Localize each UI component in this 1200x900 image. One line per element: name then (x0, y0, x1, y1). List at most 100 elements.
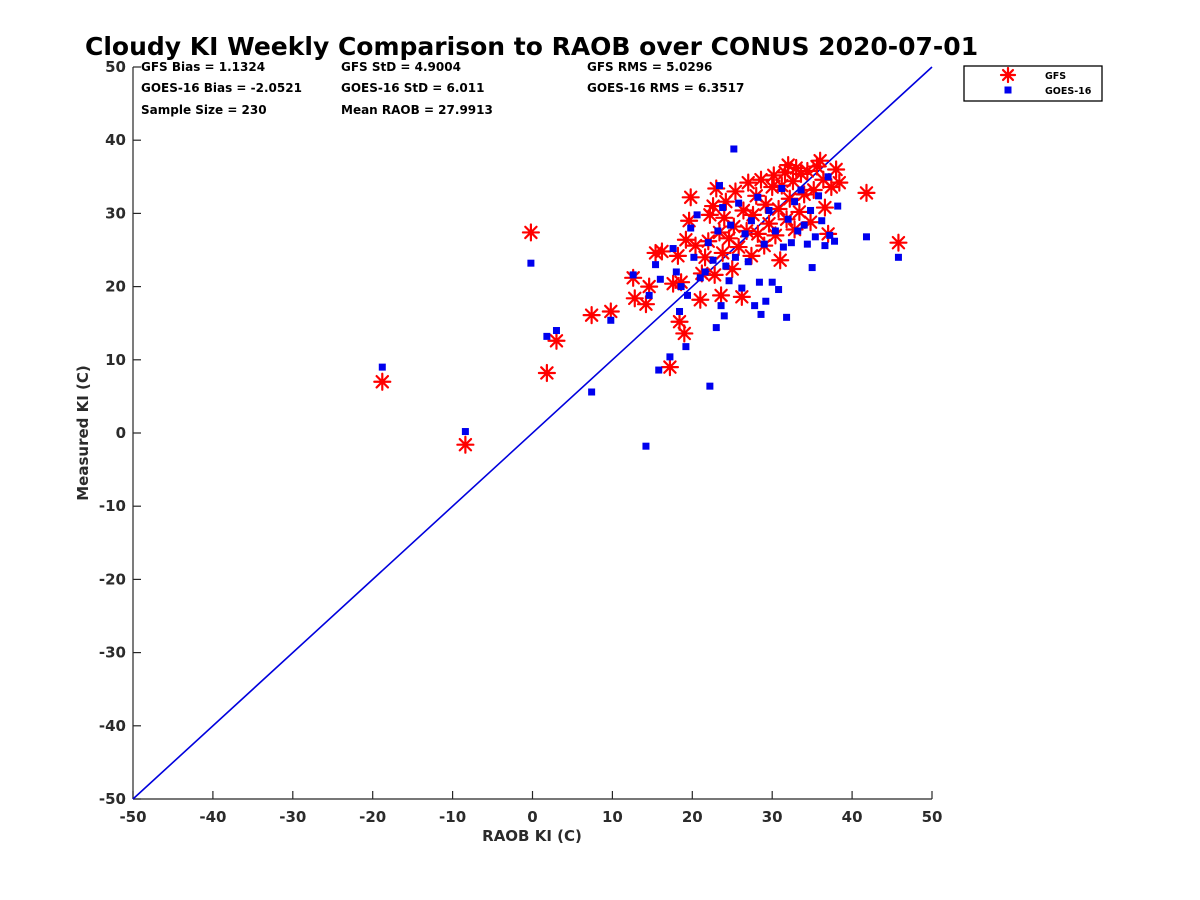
goes-point (775, 286, 783, 294)
goes-point (808, 264, 816, 272)
gfs-point (764, 166, 783, 185)
gfs-point (675, 324, 694, 343)
goes-point (676, 307, 684, 315)
goes-point (731, 253, 739, 261)
goes-point (527, 259, 535, 267)
goes-point (826, 231, 834, 239)
x-axis-ticks: -50 -40 -30 -20 -10 0 10 20 30 40 50 (119, 791, 942, 826)
goes-point (862, 233, 870, 241)
gfs-point (521, 223, 540, 242)
gfs-point (676, 230, 696, 249)
gfs-point (759, 214, 779, 233)
gfs-point (790, 202, 809, 222)
goes-point (735, 199, 743, 207)
legend-goes-label: GOES-16 (1045, 86, 1092, 97)
goes-point (461, 428, 469, 436)
y-axis-label: Measured KI (C) (74, 365, 92, 501)
gfs-point (743, 205, 763, 224)
goes-point (778, 185, 786, 193)
gfs-point (537, 363, 556, 383)
goes-point (719, 204, 727, 212)
gfs-point (640, 277, 659, 296)
x-axis-label: RAOB KI (C) (482, 827, 582, 845)
gfs-point (804, 180, 823, 200)
gfs-point (664, 274, 683, 293)
gfs-point (700, 205, 719, 224)
goes-point (727, 221, 735, 229)
goes-point (765, 206, 773, 214)
goes-point (652, 261, 660, 269)
goes-point (687, 224, 695, 232)
gfs-point (705, 265, 724, 284)
y-tick-label: -50 (99, 790, 126, 808)
goes-point (824, 173, 832, 181)
gfs-point (723, 259, 742, 279)
stat-sample-size: Sample Size = 230 (141, 103, 267, 117)
goes-point (754, 193, 762, 201)
y-tick-label: -40 (99, 717, 126, 735)
gfs-point (766, 226, 785, 245)
x-tick-label: 10 (602, 808, 623, 826)
goes-point (747, 217, 755, 225)
series-goes-16 (378, 145, 902, 450)
goes-point (762, 297, 770, 305)
legend-box (963, 65, 1103, 102)
goes-point (800, 221, 808, 229)
goes-point (755, 278, 763, 286)
gfs-point (822, 177, 841, 197)
gfs-point (681, 188, 700, 207)
goes-point (715, 182, 723, 190)
x-tick-label: -10 (439, 808, 466, 826)
gfs-point (734, 201, 753, 220)
gfs-point (660, 358, 680, 377)
gfs-point (691, 290, 710, 309)
goes-point (669, 245, 677, 253)
gfs-point (769, 199, 788, 219)
gfs-point (672, 273, 691, 292)
gfs-point (456, 435, 475, 454)
stat-goes-std: GOES-16 StD = 6.011 (341, 81, 484, 95)
goes-point (378, 363, 386, 371)
gfs-point (795, 185, 814, 204)
goes-point (712, 324, 720, 332)
goes-point (720, 312, 728, 320)
gfs-point (739, 173, 758, 192)
gfs-point (652, 242, 672, 261)
goes-point (794, 227, 802, 235)
legend-goes-square (1004, 86, 1012, 94)
goes-point (797, 186, 805, 194)
gfs-point (779, 155, 798, 175)
x-tick-label: 50 (922, 808, 943, 826)
legend: GFS GOES-16 (963, 65, 1103, 102)
goes-point (760, 240, 768, 248)
gfs-point (729, 237, 748, 257)
gfs-point (780, 189, 799, 208)
goes-point (642, 442, 650, 450)
gfs-point (783, 172, 803, 191)
legend-goes-marker-icon (1004, 86, 1012, 94)
series-gfs (373, 151, 908, 454)
y-tick-label: 10 (105, 351, 126, 369)
x-tick-label: 40 (842, 808, 863, 826)
y-tick-label: 50 (105, 58, 126, 76)
gfs-point (713, 243, 732, 263)
goes-point (709, 256, 717, 264)
goes-point (677, 283, 685, 291)
goes-point (693, 211, 701, 219)
goes-point (803, 240, 811, 248)
stat-goes-bias: GOES-16 Bias = -2.0521 (141, 81, 302, 95)
x-tick-label: 30 (762, 808, 783, 826)
goes-point (821, 242, 829, 250)
gfs-point (827, 160, 846, 179)
gfs-point (798, 161, 817, 181)
x-tick-label: -50 (119, 808, 146, 826)
gfs-point (775, 163, 795, 182)
goes-point (771, 227, 779, 235)
goes-point (834, 202, 842, 210)
goes-point (607, 316, 615, 324)
gfs-point (695, 248, 715, 267)
gfs-point (625, 289, 644, 308)
goes-point (791, 198, 799, 206)
gfs-point (830, 173, 849, 192)
stat-gfs-bias: GFS Bias = 1.1324 (141, 60, 265, 74)
